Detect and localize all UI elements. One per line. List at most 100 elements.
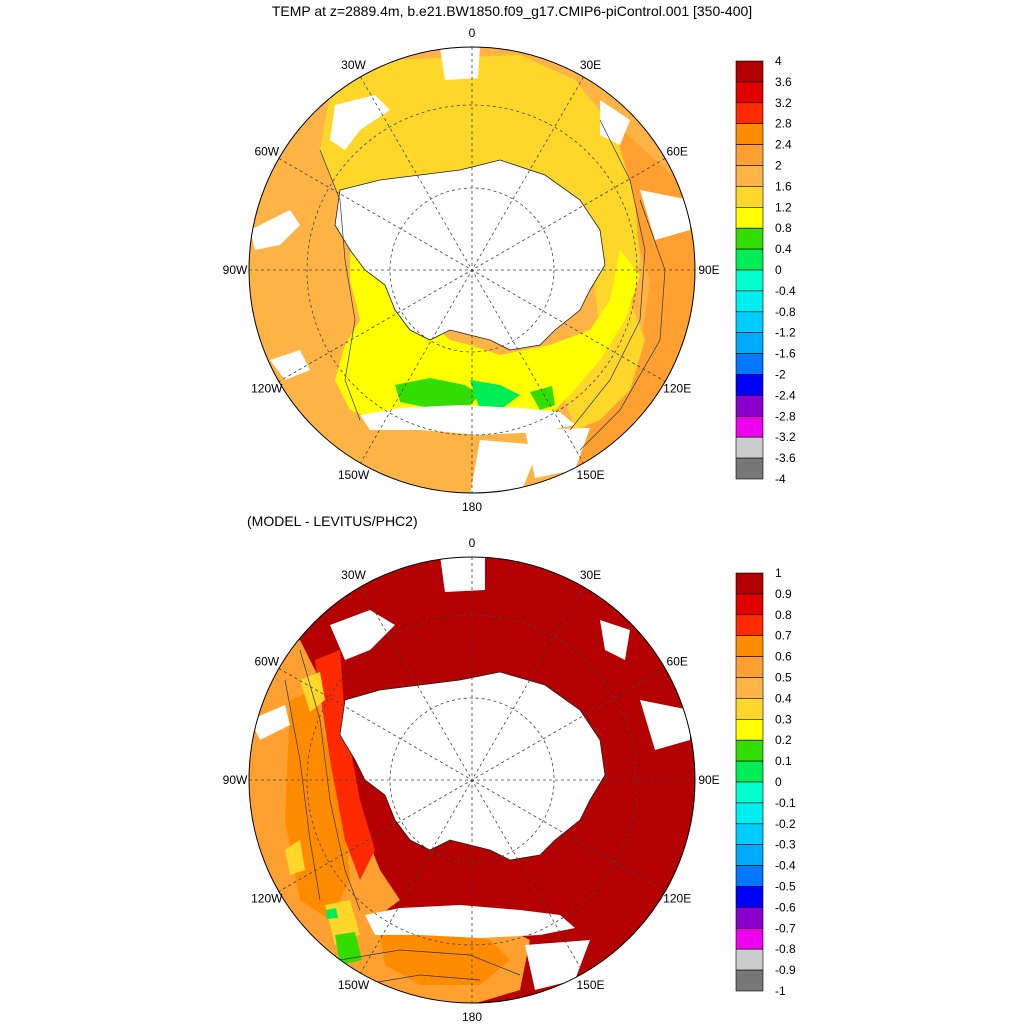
colorbar-tick-label: 2.4 [775,138,792,152]
colorbar-tick-label: -0.5 [775,880,796,894]
missing-data-region [440,47,480,80]
colorbar-swatch [735,886,764,908]
colorbar-tick-label: 0 [775,775,782,789]
colorbar-tick-label: 1.6 [775,179,792,193]
colorbar-tick-label: -0.4 [775,859,796,873]
longitude-label: 120E [663,382,691,396]
colorbar-difference: 1 0.9 0.8 0.7 0.6 0.5 0.4 0.3 0.2 0.1 0 -0.1 -0.2 -0.… [735,566,796,998]
colorbar-swatch [735,635,764,657]
longitude-label: 0 [469,26,476,40]
colorbar-swatch [735,457,764,480]
missing-data-region [640,190,690,240]
map-boundary [248,46,696,494]
longitude-label: 150W [338,978,370,992]
field-region [335,932,362,965]
field-region [320,55,640,330]
colorbar-tick-label: -4 [775,472,786,486]
colorbar-tick-label: -0.2 [775,817,796,831]
colorbar-swatch [735,415,764,438]
colorbar-swatch [735,948,764,971]
colorbar-swatch [735,102,764,125]
colorbar-swatch [735,572,764,595]
contour-line [569,119,646,431]
colorbar-swatch [735,907,764,929]
field-region [395,378,480,408]
colorbar-tick-label: 0.4 [775,242,792,256]
map-graticule [249,557,695,1003]
colorbar-tick-label: 0.5 [775,671,792,685]
longitude-label: 90E [698,773,719,787]
colorbar-swatch [735,781,764,804]
longitude-label: 0 [469,536,476,550]
colorbar-swatch [735,823,764,845]
colorbar-swatch [735,614,764,636]
contour-line [299,649,361,911]
longitude-label: 30W [341,58,366,72]
colorbar-tick-label: 4 [775,54,782,68]
colorbar-tick-label: 0.4 [775,691,792,705]
missing-data-region [470,440,540,493]
missing-data-region [600,620,630,660]
colorbar-swatch [735,248,764,271]
longitude-label: 30W [341,568,366,582]
contour-line [359,974,481,986]
colorbar-swatch [735,656,764,678]
field-region [285,840,305,875]
colorbar-swatch [735,698,764,720]
colorbar-swatch [735,374,764,396]
longitude-label: 120W [251,382,283,396]
colorbar-swatch [735,802,764,825]
contour-line [339,949,521,976]
map-graticule [249,47,695,493]
colorbar-tick-label: -0.7 [775,921,796,935]
colorbar-tick-label: -0.8 [775,305,796,319]
figure-subtitle: (MODEL - LEVITUS/PHC2) [247,513,418,529]
colorbar-swatch [735,165,764,187]
missing-data-region [250,705,290,740]
field-region [565,300,645,430]
longitude-label: 60W [254,655,279,669]
colorbar-tick-label: 0.1 [775,754,792,768]
missing-data-region [525,428,590,478]
longitude-label: 120E [663,892,691,906]
colorbar-tick-label: -2 [775,368,786,382]
colorbar-tick-label: -1.6 [775,347,796,361]
colorbar-swatch [735,718,764,741]
figure-title: TEMP at z=2889.4m, b.e21.BW1850.f09_g17.… [271,3,753,19]
longitude-label: 90W [223,773,248,787]
colorbar-swatch [735,353,764,375]
longitude-labels: 0 30E 60E 90E 120E 150E 180 150W 120W 90W 60W 30W [223,536,720,1024]
missing-data-region [330,610,395,660]
colorbar-tick-label: -1.2 [775,326,796,340]
colorbar-swatch [735,332,764,354]
colorbar-swatch [735,865,764,887]
colorbar-swatch [735,739,764,762]
longitude-label: 150W [338,468,370,482]
longitude-label: 120W [251,892,283,906]
field-region [300,672,325,712]
contour-line [284,679,321,901]
colorbar-swatch [735,144,764,166]
colorbar-tick-label: -0.3 [775,838,796,852]
colorbar-swatch [735,269,764,292]
colorbar-swatch [735,677,764,699]
colorbar-swatch [735,927,764,950]
colorbar-swatch [735,969,764,992]
colorbar-swatch [735,844,764,866]
colorbar-tick-label: 0.8 [775,608,792,622]
colorbar-swatch [735,60,764,83]
colorbar-swatch [735,290,764,313]
missing-data-region [440,557,485,592]
longitude-label: 60E [667,145,688,159]
longitude-label: 150E [576,978,604,992]
colorbar-swatch [735,436,764,459]
colorbar-tick-label: 2 [775,159,782,173]
colorbar-tick-label: -0.4 [775,284,796,298]
map-panel-model: 0 30E 60E 90E 120E 150E 180 150W 120W 90W 60W 30W 4… [223,26,796,514]
colorbar-swatch [735,186,764,208]
field-region [470,380,520,410]
colorbar-tick-label: 1 [775,566,782,580]
colorbar-tick-label: -0.9 [775,963,796,977]
colorbar-swatch [735,227,764,250]
missing-data-region [360,405,575,435]
